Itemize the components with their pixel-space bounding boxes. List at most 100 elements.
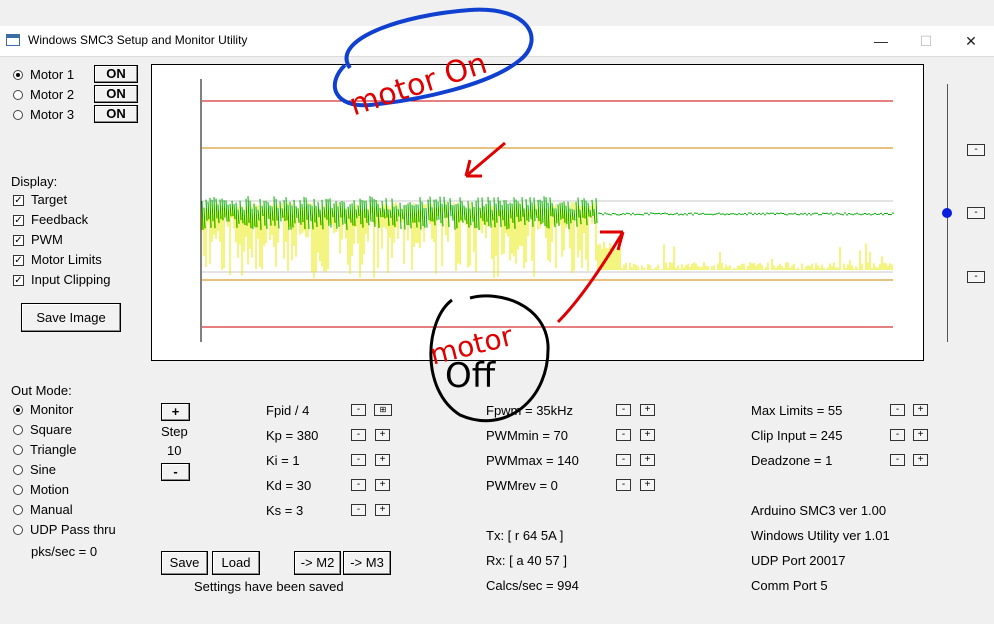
pwmmax-label: PWMmax = 140 — [486, 453, 579, 468]
pwmmin-plus-button[interactable]: + — [640, 429, 655, 441]
tx-readout: Tx: [ r 64 5A ] — [486, 528, 564, 543]
mode-sine-radio[interactable] — [13, 465, 23, 475]
fpwm-label: Fpwm = 35kHz — [486, 403, 574, 418]
kd-minus-button[interactable]: - — [351, 479, 366, 491]
pwmrev-label: PWMrev = 0 — [486, 478, 558, 493]
maximize-icon[interactable]: ☐ — [919, 33, 933, 49]
close-icon[interactable]: ✕ — [965, 33, 977, 49]
fpid-minus-button[interactable]: - — [351, 404, 366, 416]
ks-label: Ks = 3 — [266, 503, 304, 518]
kp-minus-button[interactable]: - — [351, 429, 366, 441]
mode-motion-radio[interactable] — [13, 485, 23, 495]
fpid-plus-button[interactable]: ⊞ — [374, 404, 392, 416]
clip-input-label: Clip Input = 245 — [751, 428, 843, 443]
out-mode-header: Out Mode: — [11, 383, 72, 398]
annotation-off: Off — [445, 356, 497, 396]
max-limits-label: Max Limits = 55 — [751, 403, 843, 418]
feedback-checkbox[interactable]: ✓ — [13, 215, 24, 226]
input-clipping-label: Input Clipping — [31, 272, 111, 287]
fpid-label: Fpid / 4 — [266, 403, 310, 418]
mode-udp-radio[interactable] — [13, 525, 23, 535]
input-clipping-checkbox[interactable]: ✓ — [13, 275, 24, 286]
deadzone-plus-button[interactable]: + — [913, 454, 928, 466]
feedback-label: Feedback — [31, 212, 89, 227]
ki-minus-button[interactable]: - — [351, 454, 366, 466]
display-header: Display: — [11, 174, 58, 189]
ki-plus-button[interactable]: + — [375, 454, 390, 466]
pks-readout: pks/sec = 0 — [31, 544, 98, 559]
pwmmax-plus-button[interactable]: + — [640, 454, 655, 466]
motor-2-label: Motor 2 — [30, 87, 75, 102]
arduino-version: Arduino SMC3 ver 1.00 — [751, 503, 887, 518]
minimize-icon[interactable]: — — [874, 33, 888, 49]
motor-limits-label: Motor Limits — [31, 252, 102, 267]
mode-manual-radio[interactable] — [13, 505, 23, 515]
motor-2-on-button[interactable]: ON — [94, 85, 138, 103]
status-message: Settings have been saved — [194, 579, 344, 594]
scale-mid-button[interactable]: - — [967, 207, 985, 219]
kp-plus-button[interactable]: + — [375, 429, 390, 441]
monitor-plot — [151, 64, 924, 361]
motor-3-on-button[interactable]: ON — [94, 105, 138, 123]
deadzone-minus-button[interactable]: - — [890, 454, 905, 466]
motor-3-radio[interactable] — [13, 110, 23, 120]
target-label: Target — [31, 192, 68, 207]
mode-triangle-label: Triangle — [30, 442, 77, 457]
kp-label: Kp = 380 — [266, 428, 319, 443]
mode-udp-label: UDP Pass thru — [30, 522, 116, 537]
kd-plus-button[interactable]: + — [375, 479, 390, 491]
mode-square-label: Square — [30, 422, 72, 437]
step-label: Step — [161, 424, 188, 439]
deadzone-label: Deadzone = 1 — [751, 453, 833, 468]
scale-down-button[interactable]: - — [967, 271, 985, 283]
pwmrev-plus-button[interactable]: + — [640, 479, 655, 491]
step-plus-button[interactable]: + — [161, 403, 190, 421]
title-bar: Windows SMC3 Setup and Monitor Utility —… — [0, 26, 994, 57]
pwm-checkbox[interactable]: ✓ — [13, 235, 24, 246]
comm-port: Comm Port 5 — [751, 578, 828, 593]
motor-3-label: Motor 3 — [30, 107, 75, 122]
motor-1-label: Motor 1 — [30, 67, 75, 82]
scale-up-button[interactable]: - — [967, 144, 985, 156]
motor-2-radio[interactable] — [13, 90, 23, 100]
ki-label: Ki = 1 — [266, 453, 300, 468]
rx-readout: Rx: [ a 40 57 ] — [486, 553, 567, 568]
save-image-button[interactable]: Save Image — [21, 303, 121, 332]
step-minus-button[interactable]: - — [161, 463, 190, 481]
clip-input-plus-button[interactable]: + — [913, 429, 928, 441]
kd-label: Kd = 30 — [266, 478, 312, 493]
slider-handle[interactable] — [942, 208, 952, 218]
window-title: Windows SMC3 Setup and Monitor Utility — [28, 33, 248, 47]
clip-input-minus-button[interactable]: - — [890, 429, 905, 441]
pwmmin-minus-button[interactable]: - — [616, 429, 631, 441]
utility-version: Windows Utility ver 1.01 — [751, 528, 890, 543]
feedback-trace — [201, 196, 894, 231]
max-limits-minus-button[interactable]: - — [890, 404, 905, 416]
mode-motion-label: Motion — [30, 482, 70, 497]
mode-triangle-radio[interactable] — [13, 445, 23, 455]
fpwm-plus-button[interactable]: + — [640, 404, 655, 416]
motor-limits-checkbox[interactable]: ✓ — [13, 255, 24, 266]
pwmmin-label: PWMmin = 70 — [486, 428, 568, 443]
udp-port: UDP Port 20017 — [751, 553, 846, 568]
mode-monitor-radio[interactable] — [13, 405, 23, 415]
ks-plus-button[interactable]: + — [375, 504, 390, 516]
mode-sine-label: Sine — [30, 462, 57, 477]
max-limits-plus-button[interactable]: + — [913, 404, 928, 416]
mode-square-radio[interactable] — [13, 425, 23, 435]
mode-manual-label: Manual — [30, 502, 73, 517]
load-button[interactable]: Load — [212, 551, 260, 575]
pwmmax-minus-button[interactable]: - — [616, 454, 631, 466]
pwmrev-minus-button[interactable]: - — [616, 479, 631, 491]
save-button[interactable]: Save — [161, 551, 208, 575]
target-checkbox[interactable]: ✓ — [13, 195, 24, 206]
motor-1-on-button[interactable]: ON — [94, 65, 138, 83]
pwm-label: PWM — [31, 232, 63, 247]
step-value: 10 — [167, 443, 182, 458]
ks-minus-button[interactable]: - — [351, 504, 366, 516]
copy-to-m3-button[interactable]: -> M3 — [343, 551, 391, 575]
calcs-readout: Calcs/sec = 994 — [486, 578, 579, 593]
fpwm-minus-button[interactable]: - — [616, 404, 631, 416]
motor-1-radio[interactable] — [13, 70, 23, 80]
copy-to-m2-button[interactable]: -> M2 — [294, 551, 341, 575]
